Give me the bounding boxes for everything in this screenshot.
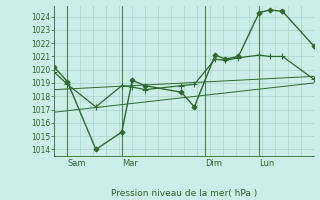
Text: Lun: Lun (259, 159, 275, 168)
Text: Pression niveau de la mer( hPa ): Pression niveau de la mer( hPa ) (111, 189, 257, 198)
Text: Sam: Sam (68, 159, 86, 168)
Text: Mar: Mar (122, 159, 138, 168)
Text: Dim: Dim (205, 159, 222, 168)
